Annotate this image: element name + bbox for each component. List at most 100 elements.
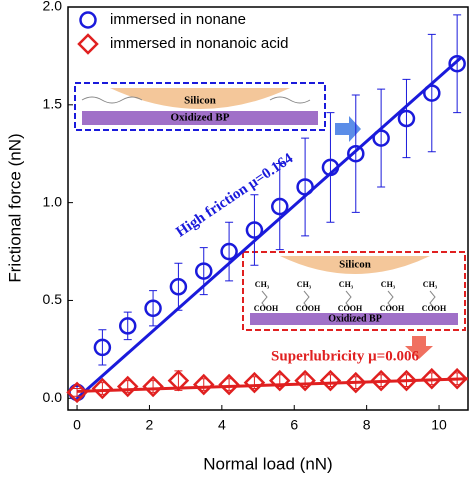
- inset-bottom: Silicon Oxidized BP CH₃ CH₃ CH₃ CH₃ CH₃ COOH C…: [242, 251, 466, 359]
- arrow: [405, 336, 433, 359]
- marker: [423, 84, 441, 102]
- marker: [79, 11, 97, 29]
- chain: [345, 290, 352, 310]
- marker: [93, 338, 112, 357]
- inset-label: COOH: [254, 304, 279, 313]
- error-bar: [98, 329, 107, 366]
- chains: [81, 96, 311, 104]
- marker: [218, 373, 240, 396]
- fit-line: [76, 56, 462, 400]
- y-tick-label: 0.0: [43, 389, 63, 405]
- inset-top: Silicon Oxidized BP: [74, 82, 361, 142]
- marker: [118, 317, 137, 335]
- inset-label: COOH: [296, 304, 321, 313]
- marker: [347, 144, 365, 163]
- legend-label: immersed in nonanoic acid: [110, 35, 288, 52]
- marker: [370, 369, 392, 392]
- error-bar: [275, 163, 284, 251]
- marker: [319, 369, 342, 392]
- inset-label: Oxidized BP: [328, 313, 382, 324]
- error-bar: [149, 290, 158, 327]
- inset-frame: [74, 82, 326, 131]
- y-tick-label: 1.0: [43, 193, 63, 209]
- marker: [91, 377, 114, 400]
- marker: [116, 375, 139, 398]
- plot-frame: [67, 6, 469, 411]
- marker: [142, 375, 164, 398]
- marker: [421, 367, 443, 390]
- error-bar: [402, 78, 411, 159]
- inset-label: COOH: [338, 304, 363, 313]
- chain: [387, 290, 394, 310]
- error-bar: [225, 221, 234, 282]
- error-bar: [199, 247, 208, 296]
- error-bar: [174, 262, 183, 311]
- marker: [220, 242, 238, 261]
- marker: [169, 278, 188, 296]
- annotation: Superlubricity μ=0.006: [271, 348, 419, 364]
- inset-label: CH₃: [339, 280, 354, 289]
- marker: [66, 381, 88, 404]
- chain: [429, 290, 436, 310]
- marker: [446, 367, 468, 390]
- inset-label: CH₃: [255, 280, 270, 289]
- error-bar: [377, 88, 386, 188]
- marker: [395, 369, 418, 392]
- x-tick-label: 8: [363, 417, 371, 433]
- marker: [397, 109, 416, 128]
- y-tick-label: 2.0: [43, 0, 63, 14]
- marker: [448, 54, 466, 73]
- marker: [144, 299, 162, 318]
- marker: [372, 129, 390, 147]
- y-tick-label: 0.5: [43, 291, 63, 307]
- y-tick-label: 1.5: [43, 96, 63, 112]
- inset-label: COOH: [380, 304, 405, 313]
- x-axis-title: Normal load (nN): [203, 454, 332, 473]
- inset-label: CH₃: [423, 280, 438, 289]
- inset-label: CH₃: [381, 280, 396, 289]
- error-bar: [301, 137, 310, 237]
- error-bar: [326, 112, 335, 223]
- inset-label: Oxidized BP: [171, 112, 230, 124]
- silicon-tip: [280, 256, 430, 274]
- marker: [167, 369, 190, 392]
- x-tick-label: 4: [218, 417, 226, 433]
- error-bar: [225, 378, 234, 391]
- chain: [303, 290, 310, 310]
- error-bar: [73, 387, 82, 397]
- marker: [192, 373, 215, 396]
- error-bar: [149, 380, 158, 393]
- x-tick-label: 6: [290, 417, 298, 433]
- x-tick-label: 10: [431, 417, 447, 433]
- error-bar: [351, 94, 360, 213]
- x-tick-label: 2: [146, 417, 154, 433]
- marker: [243, 371, 266, 394]
- error-bar: [453, 14, 462, 114]
- marker: [77, 33, 99, 55]
- error-bar: [250, 194, 259, 266]
- marker: [296, 178, 314, 196]
- bp-layer: [250, 313, 458, 325]
- marker: [271, 197, 289, 216]
- error-bar: [427, 33, 436, 153]
- bp-layer: [82, 111, 318, 125]
- silicon-tip: [110, 88, 290, 109]
- inset-label: Silicon: [339, 259, 371, 271]
- marker: [345, 371, 367, 394]
- chain: [261, 290, 268, 310]
- y-axis-title: Frictional force (nN): [5, 133, 24, 282]
- inset-label: Silicon: [184, 95, 216, 107]
- error-bar: [123, 311, 132, 341]
- marker: [321, 158, 340, 177]
- marker: [194, 262, 213, 280]
- inset-label: COOH: [422, 304, 447, 313]
- x-tick-label: 0: [73, 417, 81, 433]
- marker: [268, 369, 291, 392]
- marker: [294, 369, 316, 392]
- fit-line: [77, 377, 469, 393]
- legend-label: immersed in nonane: [110, 11, 246, 28]
- marker: [245, 221, 264, 239]
- inset-label: CH₃: [297, 280, 312, 289]
- error-bar: [98, 382, 107, 395]
